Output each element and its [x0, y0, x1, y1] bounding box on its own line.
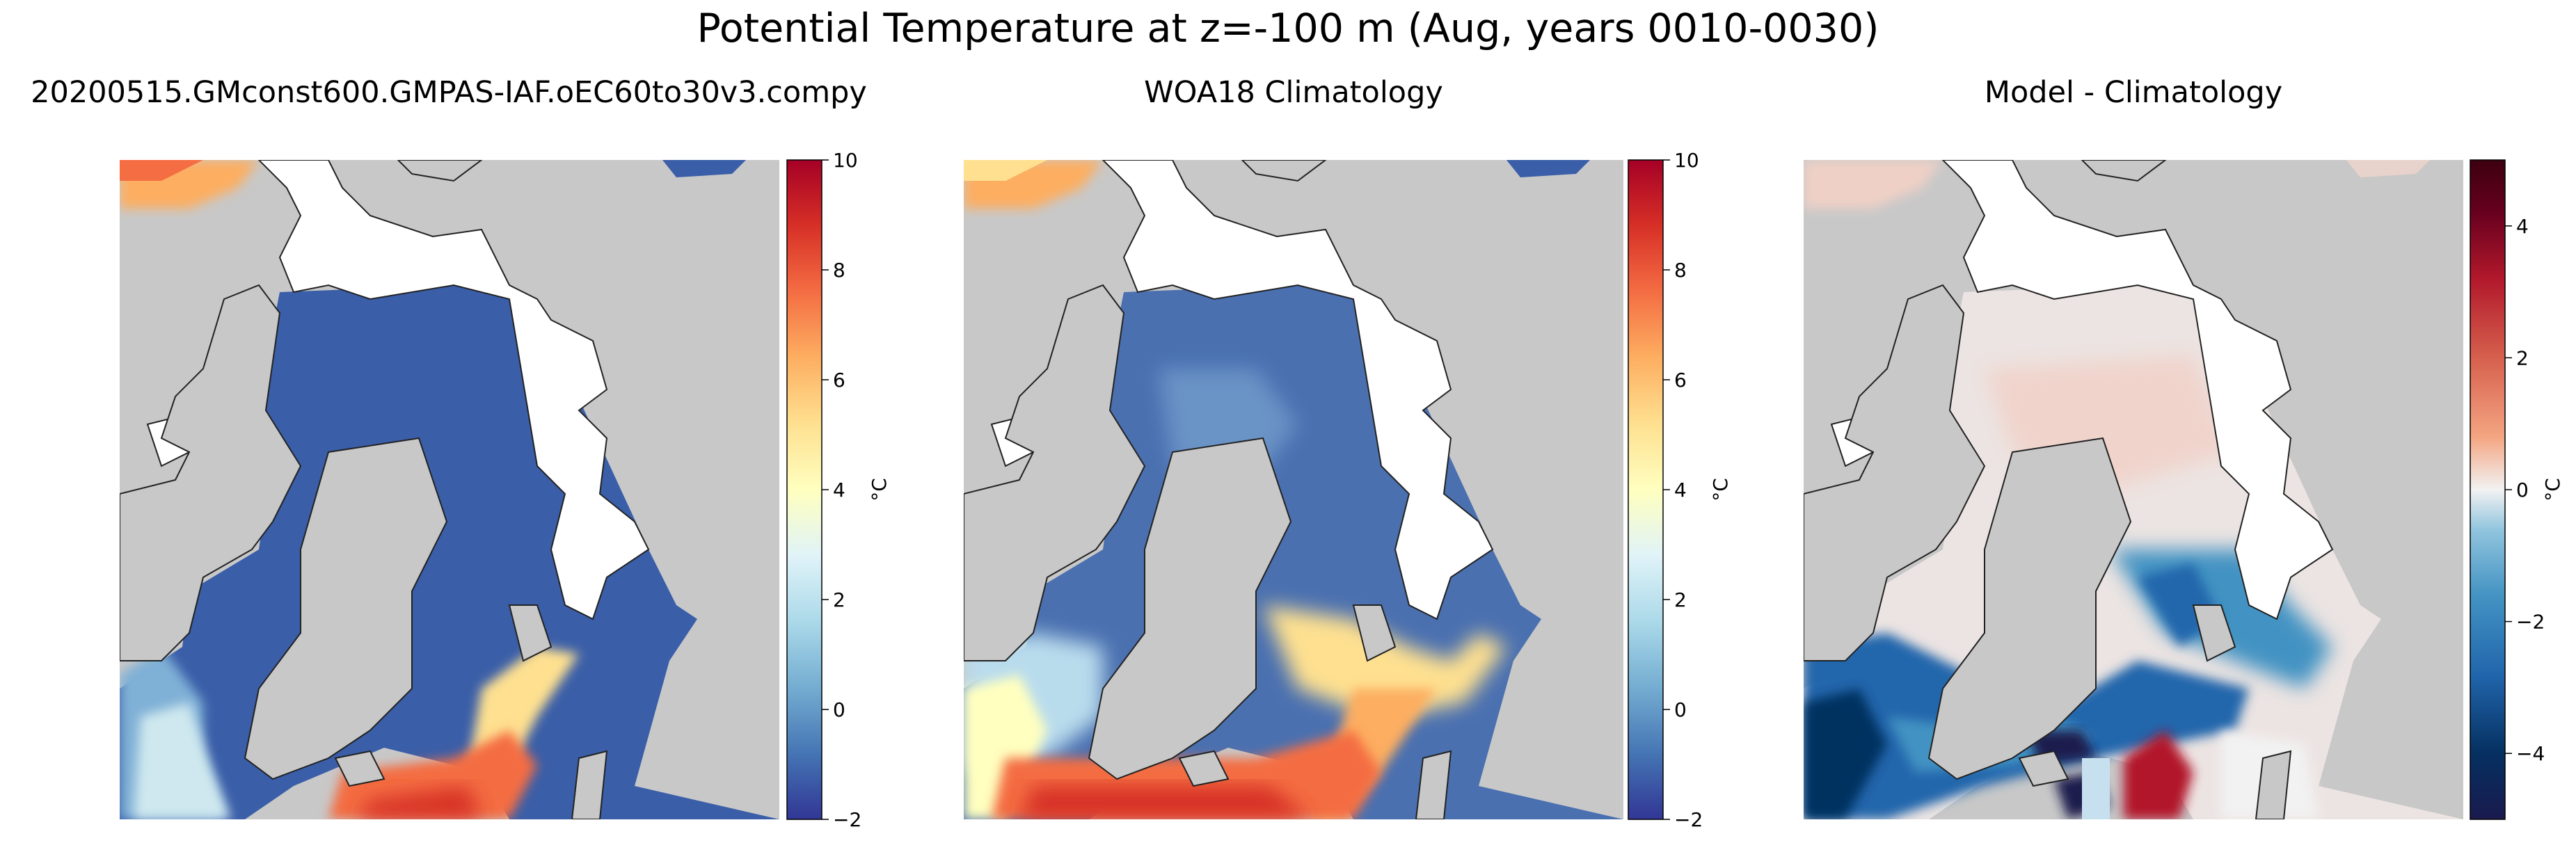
colorbar-tick-label: 0 — [833, 698, 845, 721]
colorbar-tick-label: 4 — [2516, 215, 2529, 238]
colorbar-climatology-gradient — [1628, 159, 1664, 820]
map-climatology-svg — [964, 160, 1623, 819]
panel-title-model: 20200515.GMconst600.GMPAS-IAF.oEC60to30v… — [31, 75, 867, 110]
colorbar-difference: 4 2 0 −2 −4 °C — [2470, 159, 2564, 820]
colorbar-tick-label: 6 — [833, 369, 845, 392]
colorbar-tick-label: 8 — [833, 259, 845, 282]
colorbar-tick-label: −4 — [2516, 742, 2545, 765]
colorbar-tick-label: 8 — [1674, 259, 1687, 282]
figure-title: Potential Temperature at z=-100 m (Aug, … — [697, 6, 1879, 51]
colorbar-tick-label: −2 — [833, 808, 861, 831]
colorbar-tick-label: 4 — [1674, 479, 1687, 501]
map-panel-model — [120, 160, 779, 819]
panel-title-climatology: WOA18 Climatology — [1144, 75, 1443, 110]
ocean-field-climatology — [964, 160, 1623, 819]
map-model-svg — [120, 160, 779, 819]
map-panel-difference — [1804, 160, 2463, 819]
colorbar-tick-label: 4 — [833, 479, 845, 501]
colorbar-tick-label: 2 — [833, 588, 845, 611]
colorbar-tick-label: 10 — [1674, 149, 1699, 172]
colorbar-model-gradient — [786, 159, 822, 820]
colorbar-tick-label: −2 — [1674, 808, 1703, 831]
colorbar-tick-label: 10 — [833, 149, 858, 172]
colorbar-difference-label: °C — [2541, 478, 2564, 501]
colorbar-tick-label: 0 — [2516, 479, 2529, 501]
map-difference-svg — [1804, 160, 2463, 819]
colorbar-difference-gradient — [2470, 159, 2506, 820]
panel-title-difference: Model - Climatology — [1984, 75, 2283, 110]
land-climatology — [964, 160, 1452, 819]
colorbar-model-label: °C — [868, 478, 891, 501]
map-panel-climatology — [964, 160, 1623, 819]
land-difference — [1804, 160, 2292, 819]
colorbar-model-ticks: 10 8 6 4 2 0 −2 — [822, 149, 861, 831]
colorbar-tick-label: 2 — [1674, 588, 1687, 611]
colorbar-tick-label: 0 — [1674, 698, 1687, 721]
colorbar-difference-ticks: 4 2 0 −2 −4 — [2505, 215, 2545, 765]
land-model — [120, 160, 608, 819]
colorbar-model: 10 8 6 4 2 0 −2 °C — [786, 149, 891, 831]
colorbar-tick-label: 2 — [2516, 346, 2529, 369]
colorbar-tick-label: 6 — [1674, 369, 1687, 392]
colorbar-climatology-ticks: 10 8 6 4 2 0 −2 — [1663, 149, 1703, 831]
colorbar-climatology-label: °C — [1709, 478, 1732, 501]
colorbar-climatology: 10 8 6 4 2 0 −2 °C — [1628, 149, 1732, 831]
colorbar-tick-label: −2 — [2516, 611, 2545, 634]
